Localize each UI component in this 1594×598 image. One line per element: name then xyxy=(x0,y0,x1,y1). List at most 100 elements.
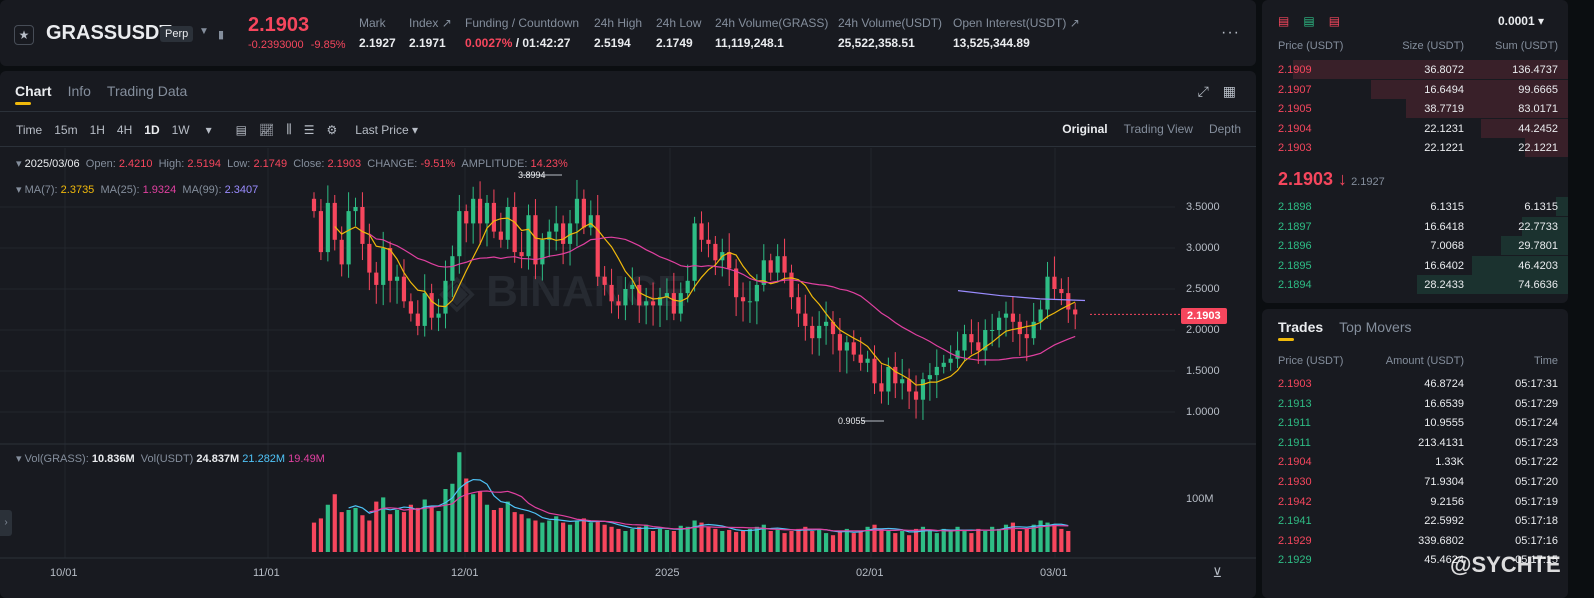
view-asks-icon[interactable]: ▤ xyxy=(1328,14,1341,28)
candle-body xyxy=(1003,313,1009,318)
ask-price: 2.1903 xyxy=(1278,142,1312,155)
view-trading-view[interactable]: Trading View xyxy=(1123,122,1193,136)
trade-row: 2.1930 71.9304 05:17:20 xyxy=(1262,472,1568,491)
chart-template-icon[interactable]: ☰ xyxy=(303,122,315,137)
interval-15m[interactable]: 15m xyxy=(54,122,78,137)
volume-bar xyxy=(1003,524,1009,552)
interval-1w[interactable]: 1W xyxy=(171,122,190,137)
ask-row[interactable]: 2.1904 22.1231 44.2452 xyxy=(1262,118,1568,138)
candle-body xyxy=(415,313,420,326)
current-price-tag: 2.1903 xyxy=(1181,308,1227,324)
view-original[interactable]: Original xyxy=(1062,122,1108,136)
price-change-pct: -9.85% xyxy=(310,39,346,51)
ask-row[interactable]: 2.1903 22.1221 22.1221 xyxy=(1262,138,1568,158)
collapse-caret-icon[interactable]: ▾ xyxy=(16,158,22,170)
stat-label: Funding / Countdown xyxy=(465,16,580,30)
bid-row[interactable]: 2.1898 6.1315 6.1315 xyxy=(1262,197,1568,216)
tab-top-movers[interactable]: Top Movers xyxy=(1339,319,1412,335)
ask-row[interactable]: 2.1907 16.6494 99.6665 xyxy=(1262,79,1568,99)
candle-body xyxy=(1052,276,1057,289)
fullscreen-icon[interactable]: ⤢ xyxy=(1197,83,1209,99)
more-intervals-dropdown-icon[interactable]: ▾ xyxy=(205,122,212,137)
mid-price-value: 2.1903 ↓ xyxy=(1278,169,1348,189)
candle-style-icon[interactable]: ⫼ xyxy=(286,122,292,136)
interval-4h[interactable]: 4H xyxy=(116,122,133,137)
trade-price: 2.1941 xyxy=(1278,515,1312,528)
volume-bar xyxy=(339,512,344,552)
trade-row: 2.1903 46.8724 05:17:31 xyxy=(1262,374,1568,393)
interval-1d[interactable]: 1D xyxy=(144,122,160,137)
stat-label: Mark xyxy=(359,16,386,30)
view-bids-icon[interactable]: ▤ xyxy=(1303,14,1315,28)
volume-bar xyxy=(637,526,642,552)
view-both-icon[interactable]: ▤ xyxy=(1278,14,1290,28)
volume-bar xyxy=(913,528,919,552)
volume-ma-line-2 xyxy=(369,490,1069,532)
ask-size: 36.8072 xyxy=(1424,64,1464,76)
tab-trading-data[interactable]: Trading Data xyxy=(106,83,188,99)
info-icon[interactable]: ▮ xyxy=(218,29,225,41)
candle-body xyxy=(519,252,524,257)
stat-index[interactable]: Index ↗ 2.1971 xyxy=(409,16,452,50)
trade-price: 2.1903 xyxy=(1278,378,1312,390)
calendar-icon[interactable]: ▤ xyxy=(235,122,247,137)
trade-price: 2.1911 xyxy=(1278,436,1311,449)
volume-bar xyxy=(671,531,676,552)
interval-time[interactable]: Time xyxy=(16,122,43,137)
candle-body xyxy=(374,272,379,285)
collapse-caret-icon[interactable]: ▾ xyxy=(16,453,22,465)
stat-label: 24h Volume(USDT) xyxy=(838,16,943,30)
depth-bar xyxy=(1472,255,1568,275)
volume-bar xyxy=(740,531,746,552)
y-tick-label: 3.5000 xyxy=(1186,201,1220,213)
bid-row[interactable]: 2.1897 16.6418 22.7733 xyxy=(1262,216,1568,236)
volume-bar xyxy=(685,526,690,552)
volume-bar xyxy=(311,522,317,552)
more-options-icon[interactable]: ··· xyxy=(1221,24,1240,41)
chart-toolbar: Time 15m 1H 4H 1D 1W ▾ ▤ 📈︎ ⫼ ☰ ⚙ Last P… xyxy=(0,111,1256,147)
expand-panel-icon[interactable]: › xyxy=(0,510,12,536)
tab-trades[interactable]: Trades xyxy=(1278,319,1323,341)
interval-1h[interactable]: 1H xyxy=(89,122,105,137)
candle-body xyxy=(491,202,497,232)
volume-bar xyxy=(1024,528,1029,552)
chart-tabs: Chart Info Trading Data xyxy=(15,83,187,105)
candle-body xyxy=(561,223,566,244)
candle-body xyxy=(900,379,905,384)
close-label: Close: xyxy=(293,158,325,170)
bid-row[interactable]: 2.1896 7.0068 29.7801 xyxy=(1262,236,1568,256)
ask-row[interactable]: 2.1905 38.7719 83.0171 xyxy=(1262,99,1568,119)
price-type-select[interactable]: Last Price ▾ xyxy=(355,122,418,137)
ask-row[interactable]: 2.1909 36.8072 136.4737 xyxy=(1262,60,1568,79)
volume-bar xyxy=(782,533,787,552)
bid-row[interactable]: 2.1895 16.6402 46.4203 xyxy=(1262,255,1568,275)
candle-body xyxy=(761,260,766,285)
collapse-caret-icon[interactable]: ▾ xyxy=(16,184,22,196)
volume-bar xyxy=(505,501,510,552)
candle-body xyxy=(574,198,580,224)
chart-canvas[interactable]: ◈ BINANCE 3.8994 0.9055 xyxy=(0,148,1256,598)
bid-row[interactable]: 2.1894 28.2433 74.6636 xyxy=(1262,275,1568,295)
scale-settings-icon[interactable]: ⊻ xyxy=(1212,565,1222,580)
symbol-dropdown-icon[interactable]: ▼ xyxy=(199,26,209,37)
candlestick-chart[interactable]: ◈ BINANCE 3.8994 0.9055 ▾ 2025/03/06 Open:… xyxy=(0,148,1256,598)
trade-amount: 213.4131 xyxy=(1418,436,1464,449)
settings-gear-icon[interactable]: ⚙ xyxy=(326,122,338,137)
trade-amount: 339.6802 xyxy=(1418,534,1464,547)
stat-open-interest[interactable]: Open Interest(USDT) ↗ 13,525,344.89 xyxy=(953,16,1080,50)
indicators-icon[interactable]: 📈︎ xyxy=(258,122,275,137)
volume-bar xyxy=(650,531,656,552)
tab-info[interactable]: Info xyxy=(67,83,91,99)
symbol-name[interactable]: GRASSUSDT xyxy=(46,22,172,44)
favorite-star-icon[interactable]: ★ xyxy=(14,25,34,45)
candle-body xyxy=(976,342,981,351)
volume-bar xyxy=(471,494,476,552)
stat-24h-vol-grass: 24h Volume(GRASS) 11,119,248.1 xyxy=(715,16,828,50)
view-depth[interactable]: Depth xyxy=(1208,122,1241,136)
min-price-marker: 0.9055 xyxy=(838,416,866,426)
tab-chart[interactable]: Chart xyxy=(15,83,52,105)
trade-time: 05:17:24 xyxy=(1515,417,1558,430)
volume-bar xyxy=(491,510,497,552)
tick-size-select[interactable]: 0.0001 ▾ xyxy=(1497,14,1544,28)
layout-grid-icon[interactable]: ▦ xyxy=(1222,83,1236,99)
